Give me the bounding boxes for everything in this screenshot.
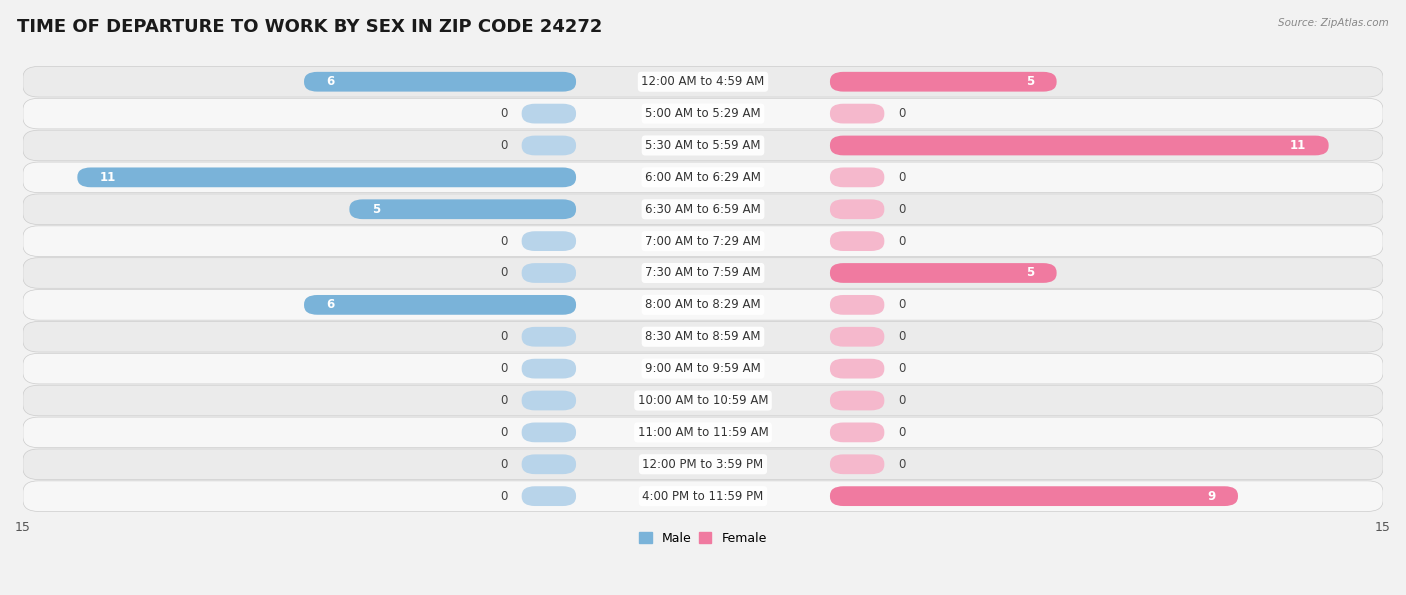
Text: 0: 0 <box>898 394 905 407</box>
FancyBboxPatch shape <box>522 136 576 155</box>
Text: 5:00 AM to 5:29 AM: 5:00 AM to 5:29 AM <box>645 107 761 120</box>
Text: 5:30 AM to 5:59 AM: 5:30 AM to 5:59 AM <box>645 139 761 152</box>
Text: 0: 0 <box>898 171 905 184</box>
FancyBboxPatch shape <box>22 194 1384 224</box>
FancyBboxPatch shape <box>830 422 884 442</box>
FancyBboxPatch shape <box>22 449 1384 480</box>
FancyBboxPatch shape <box>830 136 1329 155</box>
Text: 5: 5 <box>373 203 380 216</box>
FancyBboxPatch shape <box>522 359 576 378</box>
Text: 0: 0 <box>898 234 905 248</box>
FancyBboxPatch shape <box>522 104 576 124</box>
FancyBboxPatch shape <box>522 231 576 251</box>
FancyBboxPatch shape <box>22 481 1384 512</box>
Text: 0: 0 <box>501 330 508 343</box>
FancyBboxPatch shape <box>22 290 1384 320</box>
FancyBboxPatch shape <box>22 67 1384 97</box>
FancyBboxPatch shape <box>830 455 884 474</box>
Text: 4:00 PM to 11:59 PM: 4:00 PM to 11:59 PM <box>643 490 763 503</box>
Text: 0: 0 <box>898 458 905 471</box>
FancyBboxPatch shape <box>77 167 576 187</box>
FancyBboxPatch shape <box>304 72 576 92</box>
FancyBboxPatch shape <box>830 359 884 378</box>
Text: 0: 0 <box>898 362 905 375</box>
FancyBboxPatch shape <box>830 263 1057 283</box>
Text: 11:00 AM to 11:59 AM: 11:00 AM to 11:59 AM <box>638 426 768 439</box>
Text: 11: 11 <box>1289 139 1306 152</box>
Text: 0: 0 <box>898 203 905 216</box>
Text: 0: 0 <box>501 362 508 375</box>
Text: 0: 0 <box>898 298 905 311</box>
Text: 6:00 AM to 6:29 AM: 6:00 AM to 6:29 AM <box>645 171 761 184</box>
Text: 12:00 AM to 4:59 AM: 12:00 AM to 4:59 AM <box>641 75 765 88</box>
FancyBboxPatch shape <box>522 263 576 283</box>
FancyBboxPatch shape <box>830 295 884 315</box>
FancyBboxPatch shape <box>830 486 1237 506</box>
FancyBboxPatch shape <box>22 353 1384 384</box>
Text: 9:00 AM to 9:59 AM: 9:00 AM to 9:59 AM <box>645 362 761 375</box>
Text: 8:00 AM to 8:29 AM: 8:00 AM to 8:29 AM <box>645 298 761 311</box>
Text: 0: 0 <box>898 330 905 343</box>
Text: 0: 0 <box>501 458 508 471</box>
FancyBboxPatch shape <box>22 162 1384 193</box>
Text: 0: 0 <box>501 139 508 152</box>
Text: 0: 0 <box>501 107 508 120</box>
Text: 7:30 AM to 7:59 AM: 7:30 AM to 7:59 AM <box>645 267 761 280</box>
Text: 8:30 AM to 8:59 AM: 8:30 AM to 8:59 AM <box>645 330 761 343</box>
FancyBboxPatch shape <box>522 455 576 474</box>
FancyBboxPatch shape <box>522 391 576 411</box>
FancyBboxPatch shape <box>830 391 884 411</box>
FancyBboxPatch shape <box>830 167 884 187</box>
FancyBboxPatch shape <box>22 98 1384 129</box>
Text: 0: 0 <box>898 426 905 439</box>
FancyBboxPatch shape <box>522 327 576 347</box>
Text: Source: ZipAtlas.com: Source: ZipAtlas.com <box>1278 18 1389 28</box>
FancyBboxPatch shape <box>830 104 884 124</box>
FancyBboxPatch shape <box>22 385 1384 416</box>
Text: 6:30 AM to 6:59 AM: 6:30 AM to 6:59 AM <box>645 203 761 216</box>
Text: 0: 0 <box>501 490 508 503</box>
Text: 0: 0 <box>501 234 508 248</box>
FancyBboxPatch shape <box>522 422 576 442</box>
FancyBboxPatch shape <box>830 72 1057 92</box>
FancyBboxPatch shape <box>522 486 576 506</box>
Text: 5: 5 <box>1026 267 1033 280</box>
Text: 0: 0 <box>501 426 508 439</box>
Text: 0: 0 <box>501 394 508 407</box>
FancyBboxPatch shape <box>22 417 1384 447</box>
FancyBboxPatch shape <box>830 199 884 219</box>
FancyBboxPatch shape <box>830 327 884 347</box>
FancyBboxPatch shape <box>304 295 576 315</box>
FancyBboxPatch shape <box>22 226 1384 256</box>
FancyBboxPatch shape <box>830 231 884 251</box>
FancyBboxPatch shape <box>349 199 576 219</box>
Text: 10:00 AM to 10:59 AM: 10:00 AM to 10:59 AM <box>638 394 768 407</box>
FancyBboxPatch shape <box>22 321 1384 352</box>
Text: 0: 0 <box>898 107 905 120</box>
FancyBboxPatch shape <box>22 130 1384 161</box>
Text: 5: 5 <box>1026 75 1033 88</box>
Text: 12:00 PM to 3:59 PM: 12:00 PM to 3:59 PM <box>643 458 763 471</box>
Text: 0: 0 <box>501 267 508 280</box>
Text: TIME OF DEPARTURE TO WORK BY SEX IN ZIP CODE 24272: TIME OF DEPARTURE TO WORK BY SEX IN ZIP … <box>17 18 602 36</box>
Text: 11: 11 <box>100 171 117 184</box>
FancyBboxPatch shape <box>22 258 1384 289</box>
Text: 6: 6 <box>326 75 335 88</box>
Text: 7:00 AM to 7:29 AM: 7:00 AM to 7:29 AM <box>645 234 761 248</box>
Text: 6: 6 <box>326 298 335 311</box>
Legend: Male, Female: Male, Female <box>634 527 772 550</box>
Text: 9: 9 <box>1208 490 1215 503</box>
